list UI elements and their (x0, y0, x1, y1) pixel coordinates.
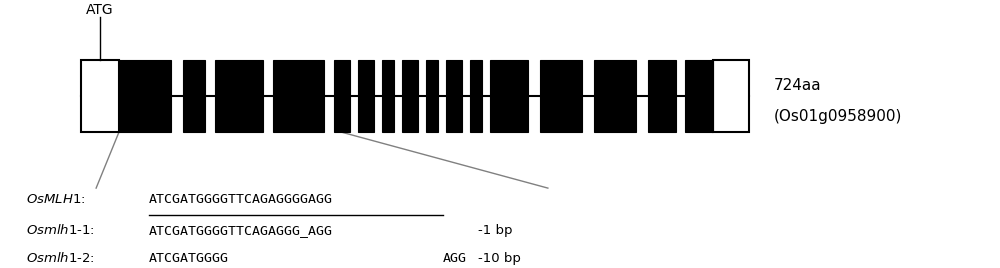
Bar (81, 60, 119, 132)
Bar (183, 60, 205, 132)
Text: ATCGATGGGGTTCAGAGGGGAGG: ATCGATGGGGTTCAGAGGGGAGG (149, 193, 333, 206)
Bar (273, 60, 324, 132)
Bar (402, 60, 418, 132)
Bar (685, 60, 713, 132)
Text: (Os01g0958900): (Os01g0958900) (774, 109, 903, 124)
Text: $\mathit{Osmlh1}$-$\mathit{2}$:: $\mathit{Osmlh1}$-$\mathit{2}$: (26, 251, 95, 265)
Text: 724aa: 724aa (774, 78, 822, 93)
Text: $\mathit{Osmlh1}$-$\mathit{1}$:: $\mathit{Osmlh1}$-$\mathit{1}$: (26, 223, 95, 237)
Text: ATCGATGGGGTTCAGAGGG_AGG: ATCGATGGGGTTCAGAGGG_AGG (149, 224, 333, 237)
Text: AGG: AGG (443, 252, 467, 265)
Bar (594, 60, 636, 132)
Bar (470, 60, 482, 132)
Bar (540, 60, 582, 132)
Bar (713, 60, 749, 132)
Bar (648, 60, 676, 132)
Text: -10 bp: -10 bp (478, 252, 521, 265)
Bar (215, 60, 263, 132)
Bar (490, 60, 528, 132)
Bar (334, 60, 350, 132)
Text: ATG: ATG (86, 3, 114, 17)
Text: $\mathit{OsMLH1}$:: $\mathit{OsMLH1}$: (26, 193, 86, 206)
Bar (358, 60, 374, 132)
Bar (119, 60, 171, 132)
Bar (446, 60, 462, 132)
Text: -1 bp: -1 bp (478, 224, 513, 237)
Bar (426, 60, 438, 132)
Bar (382, 60, 394, 132)
Text: ATCGATGGGG: ATCGATGGGG (149, 252, 229, 265)
